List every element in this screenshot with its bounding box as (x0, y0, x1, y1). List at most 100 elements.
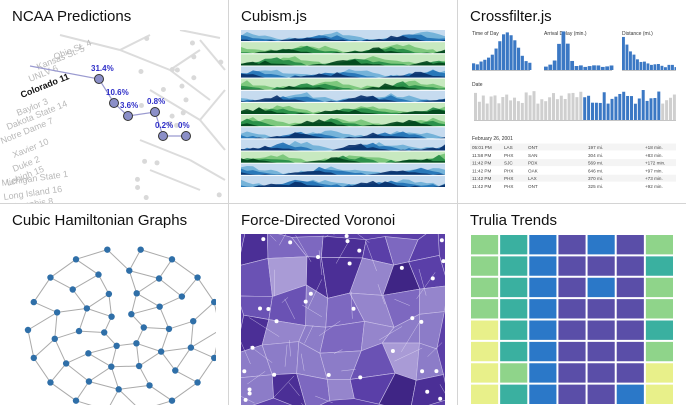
percentage-label: 0.8% (147, 97, 165, 106)
graph-edge (158, 259, 173, 279)
bracket-link (189, 159, 226, 181)
horizon-band (241, 95, 445, 102)
tile-cubism-js[interactable]: Cubism.js (229, 0, 457, 203)
tile-force-directed-voronoi[interactable]: Force-Directed Voronoi (229, 204, 457, 405)
horizon-row (241, 90, 445, 102)
date-bar (571, 92, 575, 120)
graph-edge (136, 278, 160, 294)
graph-edge (111, 365, 140, 368)
histogram-bar (475, 64, 479, 70)
horizon-row (241, 127, 445, 139)
histogram-bar (487, 57, 491, 70)
trend-cell (616, 235, 644, 255)
trend-cell (645, 235, 673, 255)
percentage-label: 10.6% (106, 88, 129, 97)
graph-node (135, 362, 143, 370)
graph-edge (50, 363, 67, 383)
list-cell: +172 min. (645, 161, 665, 166)
graph-edge (159, 296, 183, 308)
force-node (242, 369, 247, 374)
trulia-heatmap (471, 235, 673, 404)
list-cell: LAS (504, 145, 513, 150)
date-bar (657, 91, 661, 120)
graph-edge (86, 307, 112, 318)
date-bar (509, 100, 513, 120)
graph-edge (106, 249, 130, 272)
voronoi-cell (321, 235, 367, 259)
horizon-band (241, 180, 445, 187)
prediction-dot (123, 111, 133, 121)
graph-edge (54, 312, 58, 339)
force-node (247, 387, 252, 392)
histogram-bar (502, 34, 506, 70)
histogram-bar (513, 40, 517, 70)
list-row (470, 182, 676, 190)
horizon-row (241, 175, 445, 187)
bracket-link (149, 169, 201, 191)
graph-edge (135, 343, 140, 367)
graph-edge (54, 338, 67, 364)
graph-node (72, 397, 80, 404)
horizon-band (241, 170, 445, 175)
trend-cell (471, 363, 499, 383)
tile-trulia-trends[interactable]: Trulia Trends (458, 204, 686, 405)
histogram-bar (605, 66, 610, 70)
horizon-band (241, 142, 445, 151)
histogram-bar (653, 64, 657, 70)
histogram-bar (622, 36, 625, 70)
graph-node (178, 293, 186, 300)
date-bar (548, 97, 552, 120)
graph-node (211, 298, 216, 306)
histogram-bar (498, 41, 502, 70)
date-bar (493, 95, 497, 120)
graph-edge (190, 321, 194, 348)
percentage-label: 3.6% (120, 101, 138, 110)
list-row (470, 143, 676, 151)
list-cell: ONT (528, 145, 538, 150)
graph-node (128, 310, 135, 318)
trend-cell (587, 256, 615, 276)
graph-node (194, 274, 201, 281)
graph-node (105, 290, 113, 298)
date-bar (641, 90, 645, 120)
graph-node (157, 348, 165, 355)
graph-edge (181, 277, 198, 297)
tile-crossfilter-js[interactable]: Crossfilter.js Time of Day Arrival Delay … (458, 0, 686, 203)
graph-edge (108, 293, 113, 317)
graph-edge (128, 249, 142, 271)
tile-cubic-hamiltonian-graphs[interactable]: Cubic Hamiltonian Graphs (0, 204, 228, 405)
date-bar (489, 96, 493, 120)
horizon-band (241, 107, 445, 115)
graph-node (168, 256, 176, 263)
trend-cell (616, 256, 644, 276)
list-row (470, 166, 676, 174)
trend-cell (616, 363, 644, 383)
graph-node (187, 344, 195, 351)
tile-title: Crossfilter.js (470, 8, 552, 25)
date-bar (614, 96, 618, 120)
trend-cell (558, 277, 586, 298)
trend-cell (500, 277, 528, 298)
bracket-node (144, 36, 150, 42)
force-link (289, 340, 291, 357)
force-link (401, 322, 420, 353)
bracket-node (160, 87, 166, 93)
graph-node (53, 309, 61, 316)
force-link (324, 234, 329, 238)
prediction-dot (150, 107, 160, 117)
force-node (247, 391, 252, 396)
graph-edge (72, 274, 99, 290)
graph-node (47, 379, 54, 386)
graph-edge (160, 351, 176, 371)
horizon-band (241, 132, 445, 139)
graph-node (133, 290, 140, 297)
date-bar (618, 93, 622, 120)
horizon-row (241, 102, 445, 115)
graph-edge (213, 346, 216, 359)
force-link (284, 298, 296, 320)
date-bar (563, 98, 567, 120)
voronoi-cell (241, 258, 273, 297)
graph-node (137, 246, 144, 253)
horizon-row (241, 42, 445, 54)
